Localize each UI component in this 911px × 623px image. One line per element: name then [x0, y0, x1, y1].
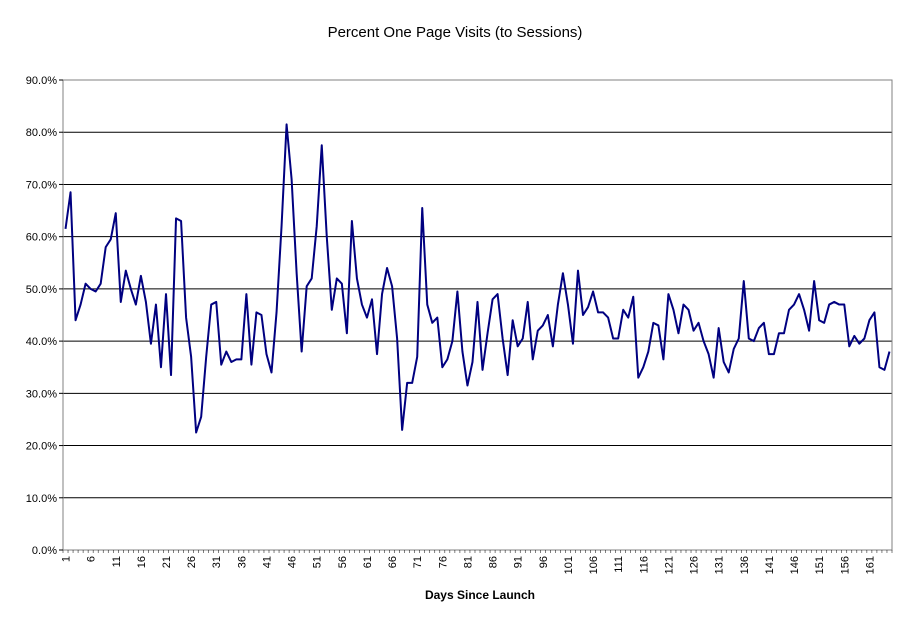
gridlines	[63, 131, 892, 499]
y-tick-label: 50.0%	[26, 284, 57, 296]
y-tick-label: 60.0%	[26, 232, 57, 244]
x-tick-label: 101	[563, 556, 575, 574]
x-tick-label: 6	[86, 556, 98, 562]
y-tick-label: 70.0%	[26, 179, 57, 191]
x-tick-label: 96	[538, 556, 550, 568]
x-tick-label: 91	[513, 556, 525, 568]
x-tick-label: 126	[689, 556, 701, 574]
x-tick-label: 36	[236, 556, 248, 568]
x-tick-label: 106	[588, 556, 600, 574]
x-axis-title: Days Since Launch	[425, 588, 535, 602]
y-tick-label: 0.0%	[32, 545, 57, 557]
y-tick-label: 20.0%	[26, 441, 57, 453]
x-tick-label: 21	[161, 556, 173, 568]
x-tick-label: 76	[437, 556, 449, 568]
x-tick-label: 61	[362, 556, 374, 568]
x-tick-label: 141	[764, 556, 776, 574]
x-tick-label: 156	[839, 556, 851, 574]
y-tick-label: 40.0%	[26, 336, 57, 348]
y-tick-label: 80.0%	[26, 127, 57, 139]
y-tick-label: 10.0%	[26, 493, 57, 505]
y-tick-label: 30.0%	[26, 388, 57, 400]
y-axis-ticks: 0.0% 10.0% 20.0% 30.0% 40.0% 50.0% 60.0% 70.0% 8…	[26, 75, 63, 557]
x-tick-label: 51	[312, 556, 324, 568]
x-tick-label: 86	[488, 556, 500, 568]
x-tick-label: 121	[663, 556, 675, 574]
x-tick-label: 146	[789, 556, 801, 574]
series-line	[64, 123, 891, 434]
x-tick-label: 31	[211, 556, 223, 568]
x-tick-label: 161	[864, 556, 876, 574]
x-tick-label: 111	[613, 556, 625, 573]
x-tick-label: 81	[462, 556, 474, 568]
x-tick-label: 46	[287, 556, 299, 568]
x-tick-label: 66	[387, 556, 399, 568]
x-tick-label: 151	[814, 556, 826, 574]
x-tick-label: 1	[61, 556, 73, 562]
x-axis-ticks: 1 6 11 16 21 26 31 36 41 46 51 56 61 66 71 76 81 86 91 96 10…	[61, 550, 893, 574]
x-tick-label: 136	[739, 556, 751, 574]
x-tick-label: 71	[412, 556, 424, 568]
x-tick-label: 26	[186, 556, 198, 568]
chart-title: Percent One Page Visits (to Sessions)	[328, 24, 583, 41]
x-tick-label: 116	[638, 556, 650, 574]
x-tick-label: 131	[714, 556, 726, 574]
x-tick-label: 41	[261, 556, 273, 568]
x-tick-label: 16	[136, 556, 148, 568]
x-tick-label: 11	[111, 556, 123, 567]
plot-area	[62, 79, 893, 551]
y-tick-label: 90.0%	[26, 75, 57, 87]
x-tick-label: 56	[337, 556, 349, 568]
